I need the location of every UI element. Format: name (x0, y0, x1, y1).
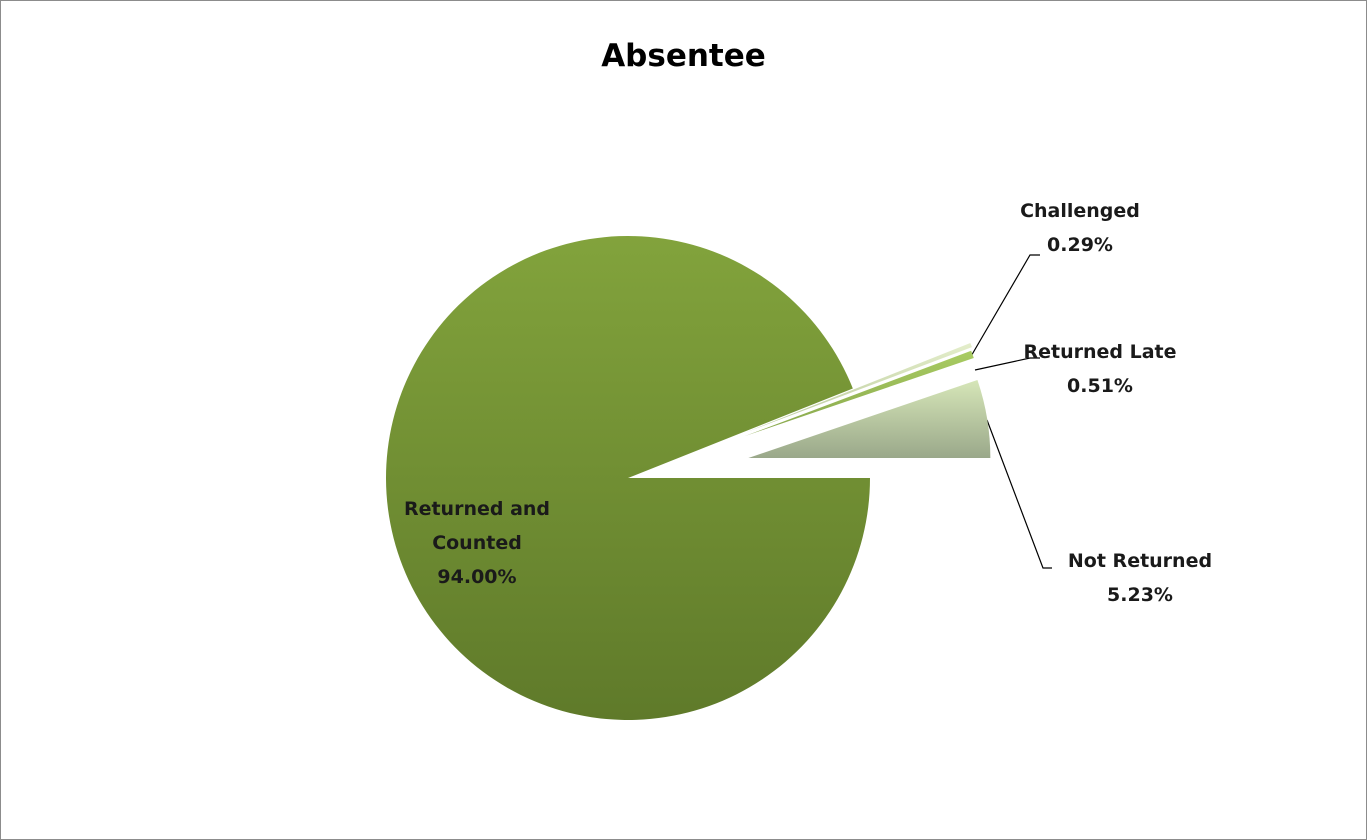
value-label: 5.23% (1107, 584, 1173, 606)
pie-slice (385, 235, 871, 720)
pie-slice (748, 379, 991, 459)
data-label: Returned and Counted 94.00% (387, 492, 567, 594)
category-label: Challenged (1020, 200, 1140, 222)
value-label: 0.29% (1047, 234, 1113, 256)
data-label: Not Returned 5.23% (1040, 544, 1240, 612)
pie-slice (745, 342, 972, 433)
leader-line (969, 254, 1040, 359)
value-label: 94.00% (437, 566, 517, 588)
category-label: Not Returned (1067, 550, 1213, 572)
value-label: 0.51% (1067, 375, 1133, 397)
leader-line (986, 419, 1052, 569)
category-label: Returned and Counted (403, 498, 551, 554)
chart-title: Absentee (601, 38, 766, 74)
leader-line (974, 357, 1040, 371)
data-label: Returned Late 0.51% (1000, 335, 1200, 403)
category-label: Returned Late (1023, 341, 1177, 363)
data-label: Challenged 0.29% (980, 194, 1180, 262)
pie-slice (744, 350, 974, 437)
